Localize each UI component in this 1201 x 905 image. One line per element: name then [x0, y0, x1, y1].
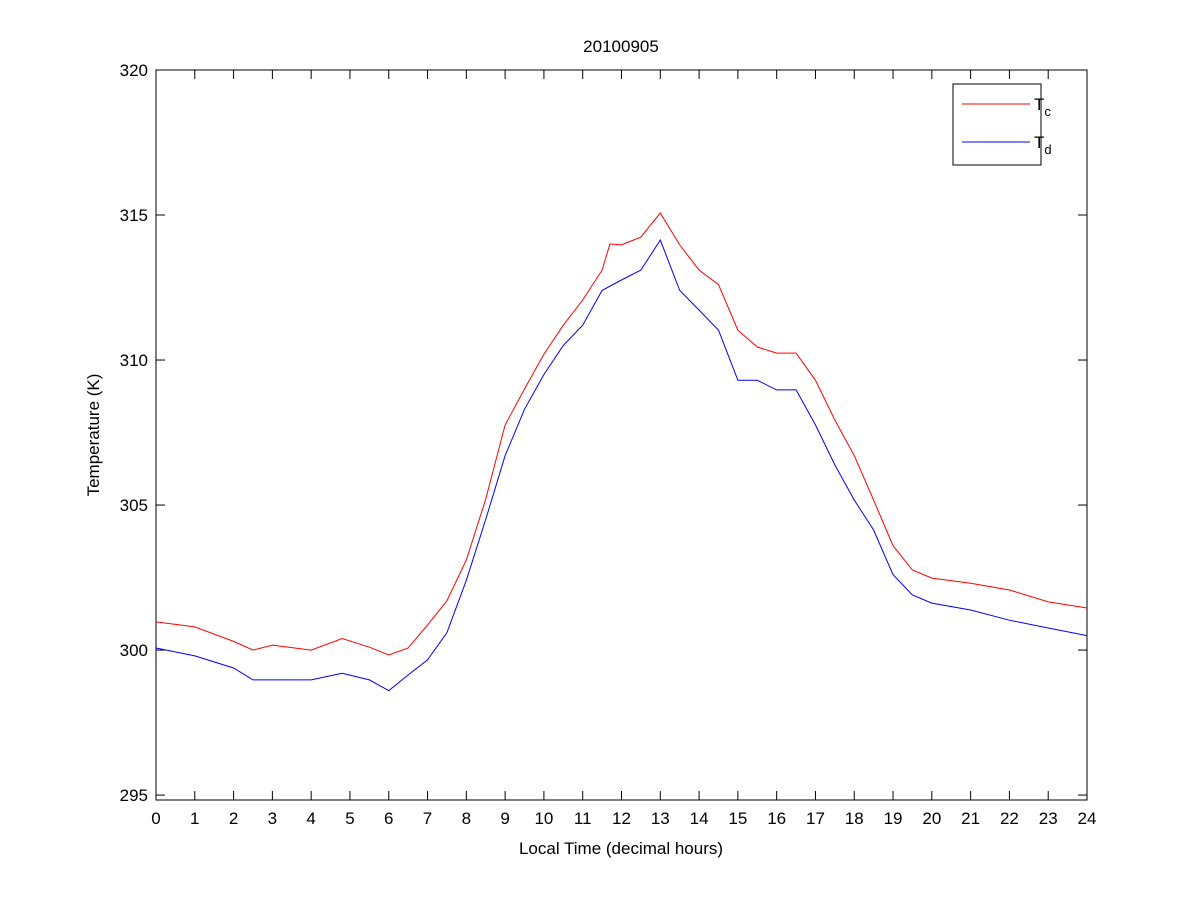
series-line-td	[155, 238, 1088, 692]
x-tick-label: 4	[306, 809, 315, 828]
legend: Tc Td	[952, 83, 1052, 166]
x-tick-label: 6	[384, 809, 393, 828]
x-tick-label: 13	[651, 809, 670, 828]
y-tick-label: 295	[120, 786, 148, 805]
plot-area	[155, 69, 1088, 801]
y-tick-label: 305	[120, 496, 148, 515]
x-tick-label: 21	[961, 809, 980, 828]
chart-title: 20100905	[583, 37, 659, 56]
y-axis-label: Temperature (K)	[84, 374, 103, 497]
x-tick-label: 7	[423, 809, 432, 828]
y-tick-label: 315	[120, 206, 148, 225]
legend-label-tc: Tc	[1034, 95, 1051, 119]
x-tick-label: 8	[462, 809, 471, 828]
x-tick-label: 9	[500, 809, 509, 828]
x-tick-label: 20	[922, 809, 941, 828]
x-tick-label: 19	[884, 809, 903, 828]
x-tick-label: 12	[612, 809, 631, 828]
series-line-tc	[155, 212, 1088, 656]
legend-label-td: Td	[1034, 133, 1052, 157]
x-tick-label: 18	[845, 809, 864, 828]
x-tick-label: 3	[268, 809, 277, 828]
x-tick-label: 14	[690, 809, 709, 828]
x-tick-label: 17	[806, 809, 825, 828]
y-tick-label: 300	[120, 641, 148, 660]
y-tick-label: 320	[120, 61, 148, 80]
x-tick-label: 23	[1039, 809, 1058, 828]
x-tick-label: 15	[728, 809, 747, 828]
legend-box	[952, 83, 1042, 166]
x-axis-label: Local Time (decimal hours)	[519, 839, 723, 858]
x-tick-label: 22	[1000, 809, 1019, 828]
x-tick-label: 5	[345, 809, 354, 828]
x-tick-label: 1	[190, 809, 199, 828]
x-tick-label: 24	[1078, 809, 1097, 828]
x-tick-label: 10	[534, 809, 553, 828]
y-tick-label: 310	[120, 351, 148, 370]
x-tick-label: 2	[229, 809, 238, 828]
x-tick-label: 0	[151, 809, 160, 828]
x-tick-label: 11	[574, 809, 592, 828]
x-tick-label: 16	[767, 809, 786, 828]
